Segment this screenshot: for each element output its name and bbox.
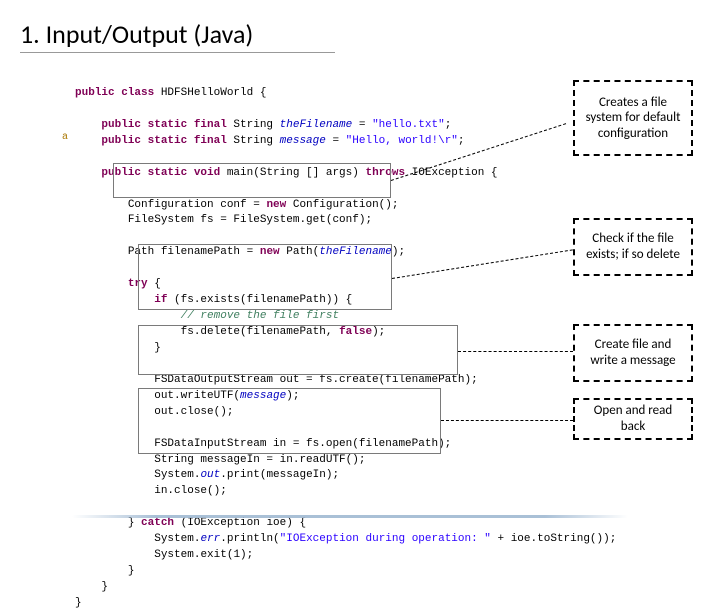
annotation-read: Open and read back	[573, 398, 693, 440]
code-text: String	[227, 135, 280, 147]
code-field: message	[280, 135, 326, 147]
highlight-box-check	[138, 244, 392, 310]
code-text: (IOException ioe) {	[174, 517, 306, 529]
code-text: Configuration conf =	[128, 199, 267, 211]
annotation-create: Create file and write a message	[573, 324, 693, 382]
code-string: "IOException during operation: "	[280, 533, 491, 545]
code-text: IOException {	[405, 167, 497, 179]
slide-title: 1. Input/Output (Java)	[20, 18, 335, 53]
code-keyword: public static final	[101, 119, 226, 131]
code-text: FSDataOutputStream out = fs.create(filen…	[154, 374, 477, 386]
code-text: FileSystem fs = FileSystem.	[128, 214, 306, 226]
code-keyword: public class	[75, 87, 154, 99]
code-text: }	[128, 517, 141, 529]
code-comment: // remove the file first	[181, 310, 339, 322]
code-text: String messageIn = in.readUTF();	[154, 454, 365, 466]
code-text: in.close();	[154, 485, 227, 497]
code-keyword: new	[266, 199, 286, 211]
annotation-check: Check if the file exists; if so delete	[573, 218, 693, 276]
code-text: exit	[200, 549, 226, 561]
code-text: }	[101, 581, 108, 593]
code-text: .print(messageIn);	[220, 469, 339, 481]
highlight-box-config	[113, 163, 391, 198]
code-text: + ioe.toString());	[491, 533, 616, 545]
highlight-box-read	[138, 388, 441, 454]
code-text: String	[227, 119, 280, 131]
code-string: "Hello, world!\r"	[346, 135, 458, 147]
code-text: }	[128, 565, 135, 577]
code-text: .println(	[220, 533, 279, 545]
marker-glyph: a	[62, 132, 68, 143]
code-text: =	[352, 119, 372, 131]
code-text: System.	[154, 469, 200, 481]
code-text: (1);	[227, 549, 253, 561]
connector-line	[441, 420, 573, 421]
code-keyword: public static final	[101, 135, 226, 147]
code-text: System.	[154, 533, 200, 545]
code-field: theFilename	[280, 119, 353, 131]
annotation-config: Creates a file system for default config…	[573, 80, 693, 156]
code-text: =	[326, 135, 346, 147]
code-text: );	[392, 246, 405, 258]
code-text: }	[75, 597, 82, 609]
code-text: (conf);	[326, 214, 372, 226]
code-text: get	[306, 214, 326, 226]
code-field: err	[200, 533, 220, 545]
code-text: ;	[445, 119, 452, 131]
code-text: HDFSHelloWorld {	[154, 87, 266, 99]
connector-line	[458, 351, 573, 352]
code-string: "hello.txt"	[372, 119, 445, 131]
code-text: System.	[154, 549, 200, 561]
code-keyword: catch	[141, 517, 174, 529]
code-text: Configuration();	[286, 199, 398, 211]
highlight-box-create	[138, 325, 458, 375]
code-field: out	[200, 469, 220, 481]
code-text: ;	[458, 135, 465, 147]
bottom-divider	[72, 515, 628, 518]
